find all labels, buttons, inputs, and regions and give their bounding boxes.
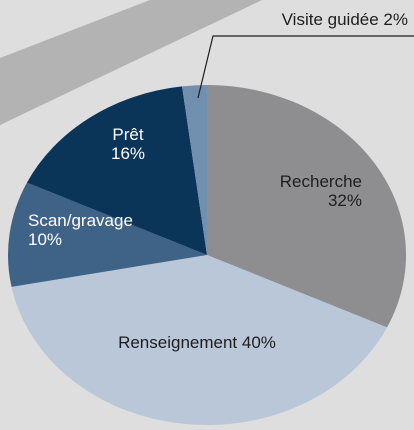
category-label: Recherche	[280, 172, 362, 191]
pie-slice	[207, 85, 406, 328]
category-label: Visite guidée	[282, 10, 379, 29]
value-label: 10%	[28, 230, 62, 249]
value-label: 2%	[383, 10, 408, 29]
slice-label: Visite guidée 2%	[282, 10, 408, 29]
leader-line	[197, 35, 414, 99]
pie-slice	[26, 86, 207, 255]
slice-label: Recherche 32%	[280, 172, 362, 210]
pie-slice	[8, 182, 208, 287]
background-band	[0, 0, 262, 125]
value-label: 40%	[242, 333, 276, 352]
value-label: 16%	[111, 144, 145, 163]
category-label: Prêt	[112, 125, 143, 144]
pie	[8, 85, 406, 425]
pie-slice	[182, 85, 207, 255]
category-label: Scan/gravage	[28, 211, 133, 230]
value-label: 32%	[328, 191, 362, 210]
labels: Recherche 32% Renseignement 40% Scan/gravag…	[28, 10, 414, 352]
slice-label: Scan/gravage 10%	[28, 211, 133, 249]
slice-label: Prêt 16%	[111, 125, 145, 163]
slice-label: Renseignement 40%	[118, 333, 276, 352]
category-label: Renseignement	[118, 333, 237, 352]
pie-slice	[11, 255, 388, 425]
